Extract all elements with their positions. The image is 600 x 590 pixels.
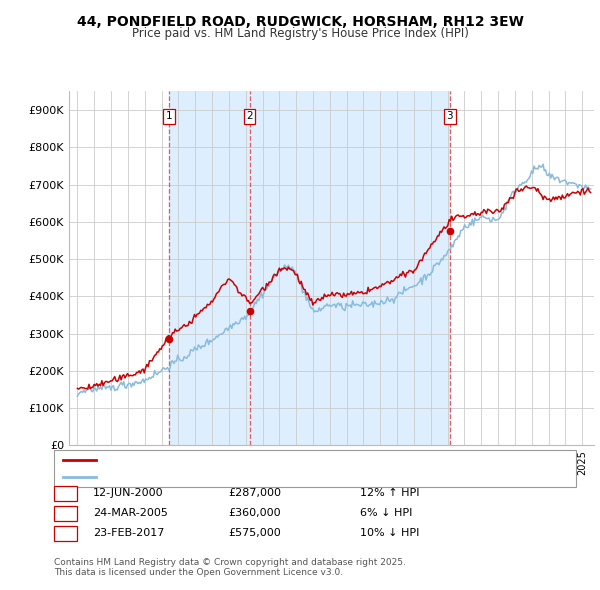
Text: £360,000: £360,000 bbox=[228, 508, 281, 517]
Text: 3: 3 bbox=[446, 112, 453, 121]
Text: 1: 1 bbox=[62, 489, 69, 499]
Text: £287,000: £287,000 bbox=[228, 488, 281, 497]
Text: 10% ↓ HPI: 10% ↓ HPI bbox=[360, 528, 419, 537]
Text: 44, PONDFIELD ROAD, RUDGWICK, HORSHAM, RH12 3EW: 44, PONDFIELD ROAD, RUDGWICK, HORSHAM, R… bbox=[77, 15, 523, 29]
Text: 2: 2 bbox=[62, 509, 69, 519]
Bar bbox=[169, 91, 250, 445]
Text: £575,000: £575,000 bbox=[228, 528, 281, 537]
Text: 12% ↑ HPI: 12% ↑ HPI bbox=[360, 488, 419, 497]
Text: 6% ↓ HPI: 6% ↓ HPI bbox=[360, 508, 412, 517]
Text: 44, PONDFIELD ROAD, RUDGWICK, HORSHAM, RH12 3EW (detached house): 44, PONDFIELD ROAD, RUDGWICK, HORSHAM, R… bbox=[102, 455, 496, 465]
Text: Price paid vs. HM Land Registry's House Price Index (HPI): Price paid vs. HM Land Registry's House … bbox=[131, 27, 469, 40]
Text: 2: 2 bbox=[246, 112, 253, 121]
Text: 12-JUN-2000: 12-JUN-2000 bbox=[93, 488, 164, 497]
Text: 1: 1 bbox=[166, 112, 172, 121]
Text: 3: 3 bbox=[62, 529, 69, 539]
Text: HPI: Average price, detached house, Horsham: HPI: Average price, detached house, Hors… bbox=[102, 473, 342, 483]
Bar bbox=[250, 91, 450, 445]
Text: 24-MAR-2005: 24-MAR-2005 bbox=[93, 508, 168, 517]
Text: 23-FEB-2017: 23-FEB-2017 bbox=[93, 528, 164, 537]
Text: Contains HM Land Registry data © Crown copyright and database right 2025.
This d: Contains HM Land Registry data © Crown c… bbox=[54, 558, 406, 577]
